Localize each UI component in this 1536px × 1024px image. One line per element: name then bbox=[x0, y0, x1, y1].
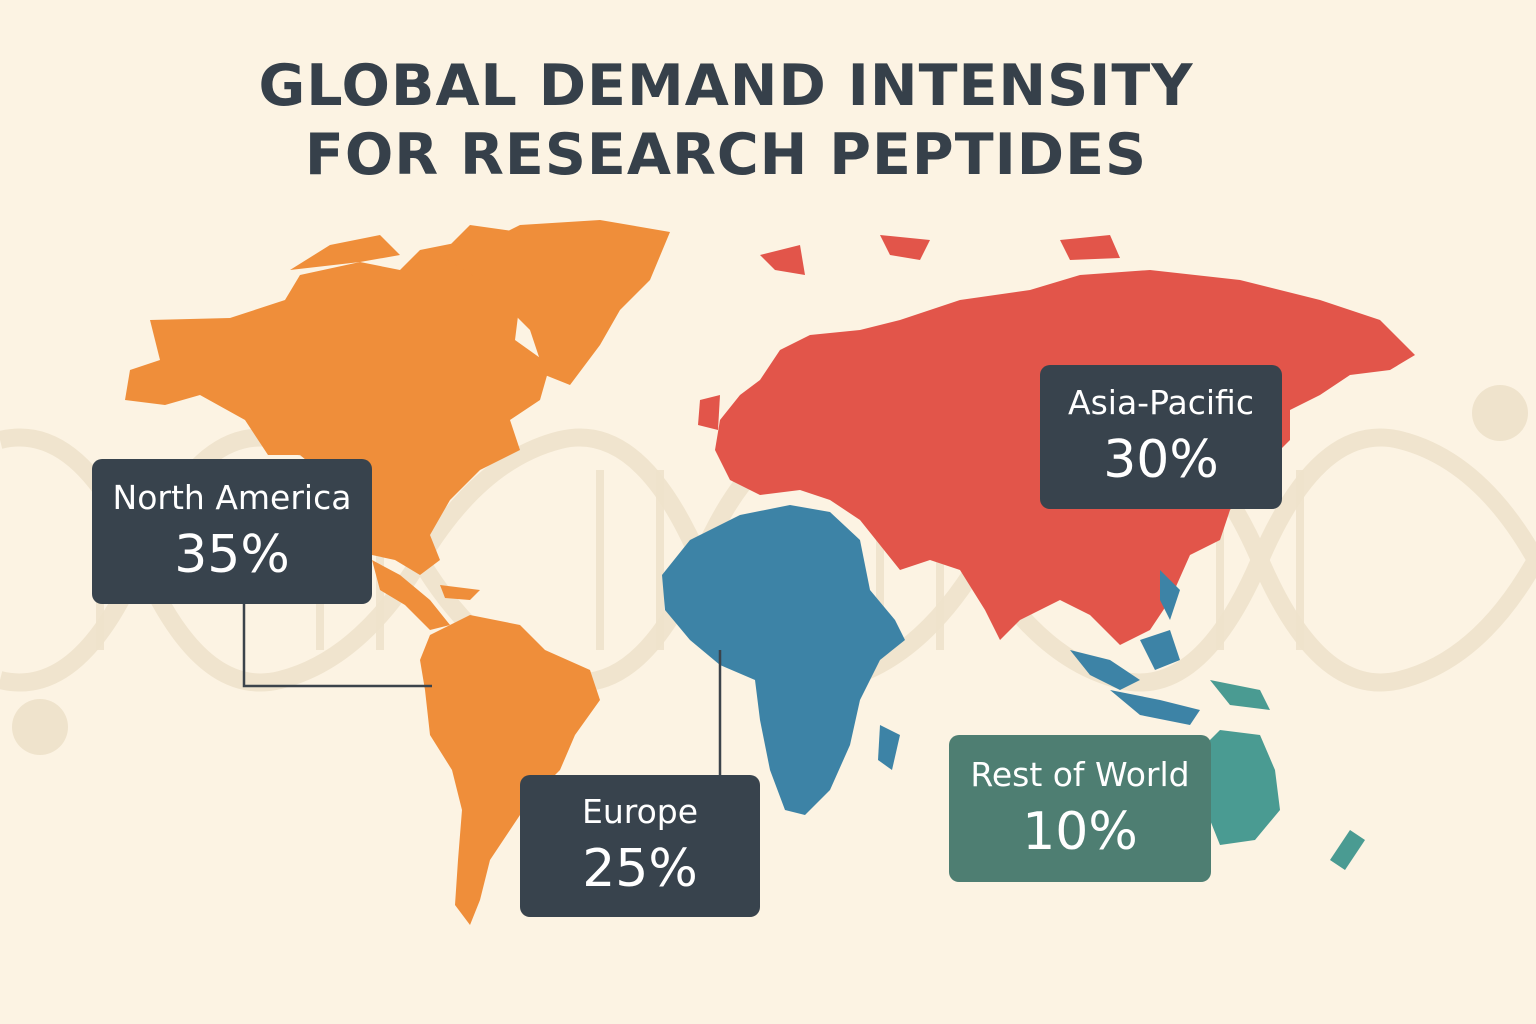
callout-rest-of-world: Rest of World 10% bbox=[949, 735, 1211, 882]
title-line-2: FOR RESEARCH PEPTIDES bbox=[304, 122, 1148, 188]
callout-europe: Europe 25% bbox=[520, 775, 760, 917]
region-south-america bbox=[420, 615, 600, 925]
callout-north-america: North America 35% bbox=[92, 459, 372, 604]
page-title: GLOBAL DEMAND INTENSITY FOR RESEARCH PEP… bbox=[0, 52, 1452, 190]
region-label: Asia-Pacific bbox=[1068, 383, 1254, 422]
region-africa bbox=[662, 505, 905, 815]
region-label: Europe bbox=[581, 792, 699, 831]
region-southeast-asia bbox=[1070, 570, 1200, 725]
region-value: 30% bbox=[1103, 430, 1219, 490]
region-value: 10% bbox=[1022, 801, 1138, 862]
callout-asia-pacific: Asia-Pacific 30% bbox=[1040, 365, 1282, 509]
title-line-1: GLOBAL DEMAND INTENSITY bbox=[258, 53, 1194, 119]
callout-connectors bbox=[242, 604, 722, 775]
region-label: North America bbox=[112, 477, 352, 517]
region-value: 25% bbox=[582, 839, 698, 899]
region-label: Rest of World bbox=[970, 754, 1190, 794]
region-greenland bbox=[470, 220, 670, 385]
region-oceania bbox=[1190, 680, 1365, 870]
region-value: 35% bbox=[174, 524, 290, 585]
